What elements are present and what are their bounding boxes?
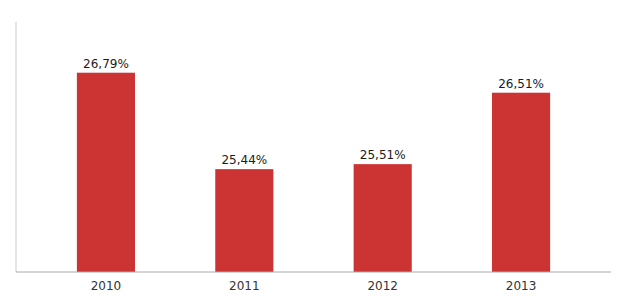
bar bbox=[354, 164, 412, 272]
bars bbox=[77, 73, 550, 272]
data-label: 26,79% bbox=[83, 57, 129, 71]
data-label: 25,44% bbox=[221, 153, 267, 167]
x-tick-label: 2012 bbox=[367, 279, 398, 293]
data-label: 25,51% bbox=[360, 148, 406, 162]
x-tick-label: 2010 bbox=[91, 279, 122, 293]
x-tick-label: 2013 bbox=[506, 279, 537, 293]
x-tick-label: 2011 bbox=[229, 279, 260, 293]
bar bbox=[492, 93, 550, 272]
bar bbox=[77, 73, 135, 272]
bar bbox=[215, 169, 273, 272]
data-label: 26,51% bbox=[498, 77, 544, 91]
chart-container: 2010 2011 2012 2013 26,79% 25,44% 25,51% 26,51% bbox=[0, 0, 627, 304]
y-axis-line bbox=[16, 22, 17, 272]
chart-svg: 2010 2011 2012 2013 26,79% 25,44% 25,51% 26,51% bbox=[0, 0, 627, 304]
x-axis-line bbox=[16, 272, 611, 273]
